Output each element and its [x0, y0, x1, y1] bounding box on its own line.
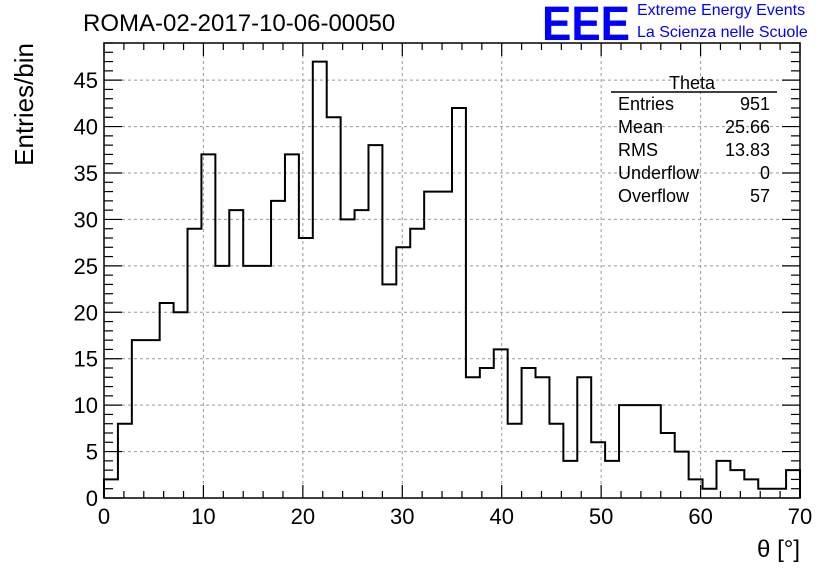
stats-label: Underflow [618, 163, 700, 183]
y-tick-label: 45 [74, 68, 98, 93]
plot-frame [103, 42, 801, 499]
grid-lines [104, 43, 800, 498]
y-tick-label: 35 [74, 161, 98, 186]
x-tick-label: 10 [191, 504, 215, 529]
y-tick-label: 25 [74, 254, 98, 279]
y-tick-label: 0 [86, 486, 98, 511]
y-tick-label: 10 [74, 393, 98, 418]
x-tick-label: 0 [98, 504, 110, 529]
x-tick-label: 40 [489, 504, 513, 529]
stats-title: Theta [669, 73, 716, 93]
tagline-scienza-scuole: La Scienza nelle Scuole [637, 24, 808, 41]
x-axis-label: θ [°] [757, 536, 800, 563]
stats-value: 25.66 [725, 117, 770, 137]
run-title: ROMA-02-2017-10-06-00050 [83, 10, 396, 37]
axis-ticks [103, 42, 801, 499]
eee-logo: EEE [542, 2, 630, 44]
histogram-line [103, 60, 801, 498]
stats-value: 0 [760, 163, 770, 183]
x-tick-label: 20 [291, 504, 315, 529]
y-axis-label: Entries/bin [9, 43, 39, 166]
logo-text: EEE [542, 2, 630, 44]
x-tick-label: 60 [688, 504, 712, 529]
stats-value: 57 [750, 186, 770, 206]
x-tick-label: 50 [589, 504, 613, 529]
stats-value: 951 [740, 94, 770, 114]
stats-label: RMS [618, 140, 658, 160]
x-tick-label: 30 [390, 504, 414, 529]
stats-label: Mean [618, 117, 663, 137]
stats-rows: Entries 951 Mean 25.66 RMS 13.83 Underflow 0 Ove… [618, 94, 770, 206]
stats-label: Entries [618, 94, 674, 114]
y-tick-label: 5 [86, 440, 98, 465]
x-tick-label: 70 [788, 504, 812, 529]
stats-label: Overflow [618, 186, 690, 206]
y-tick-label: 20 [74, 300, 98, 325]
y-tick-label: 30 [74, 207, 98, 232]
tagline-extreme-energy-events: Extreme Energy Events [637, 2, 806, 19]
y-tick-label: 40 [74, 115, 98, 140]
y-tick-label: 15 [74, 347, 98, 372]
tick-labels: 0 10 20 30 40 50 60 70 0 5 10 15 20 25 30 35 40 45 [74, 68, 813, 529]
stats-value: 13.83 [725, 140, 770, 160]
stats-box: Theta Entries 951 Mean 25.66 RMS 13.83 Underfl… [611, 73, 777, 206]
